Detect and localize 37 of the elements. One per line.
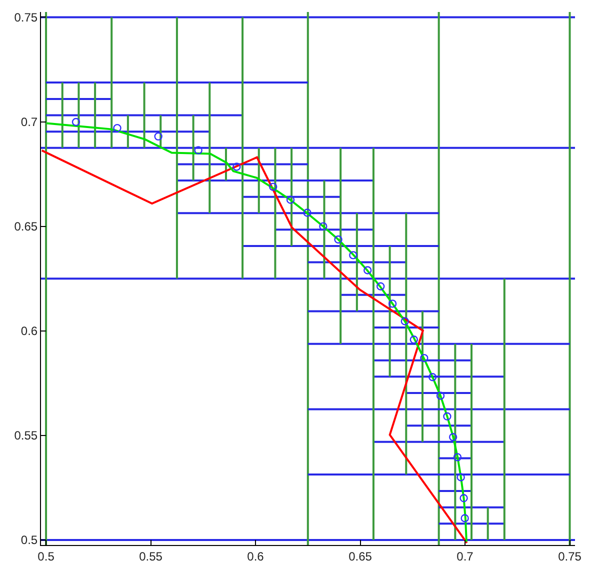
y-tick-label: 0.55: [14, 428, 38, 443]
y-tick-label: 0.65: [14, 220, 38, 234]
point: [349, 251, 358, 260]
y-tick-label: 0.75: [14, 10, 38, 24]
point: [269, 182, 278, 191]
point: [113, 124, 122, 132]
y-tick-label: 0.6: [20, 324, 38, 338]
point: [460, 514, 469, 522]
point: [286, 196, 295, 204]
point: [303, 208, 312, 217]
point: [428, 372, 437, 382]
point: [72, 118, 80, 126]
point: [388, 300, 397, 308]
point: [436, 392, 445, 400]
point: [443, 412, 452, 420]
point: [319, 222, 328, 230]
x-tick-label: 0.55: [139, 549, 163, 564]
point: [456, 473, 465, 482]
point: [154, 132, 162, 141]
point: [420, 354, 428, 362]
y-tick-label: 0.7: [20, 114, 38, 129]
point: [460, 494, 468, 502]
x-tick-label: 0.75: [558, 549, 582, 564]
point: [400, 317, 409, 326]
y-tick-label: 0.5: [20, 533, 38, 548]
point: [376, 282, 385, 290]
point: [194, 146, 202, 154]
point: [334, 235, 342, 244]
x-tick-label: 0.7: [456, 549, 474, 564]
point: [364, 266, 372, 274]
x-tick-label: 0.5: [38, 549, 55, 564]
x-tick-label: 0.65: [348, 549, 372, 564]
x-tick-label: 0.6: [247, 549, 264, 564]
point: [232, 162, 241, 171]
point: [410, 336, 418, 344]
point: [448, 433, 458, 442]
point: [453, 453, 462, 462]
